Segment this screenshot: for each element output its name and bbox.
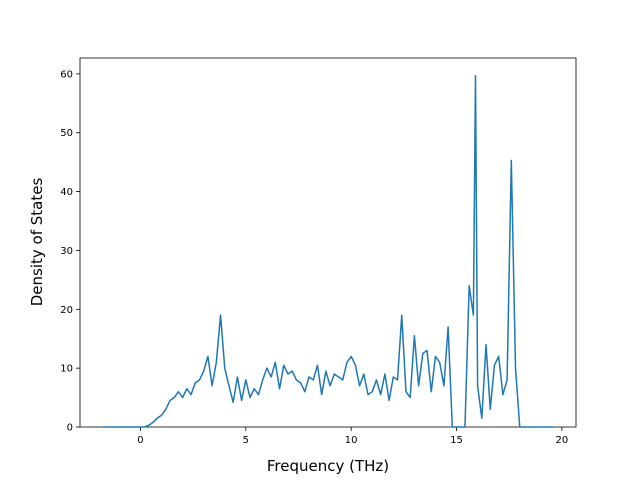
x-tick-label: 0 (137, 435, 143, 446)
y-tick-label: 30 (60, 246, 73, 257)
data-line (102, 74, 554, 428)
y-axis-label: Density of States (28, 178, 46, 307)
y-tick-label: 50 (60, 128, 73, 139)
y-tick-label: 10 (60, 364, 73, 375)
x-tick-label: 10 (345, 435, 358, 446)
x-tick-label: 15 (450, 435, 463, 446)
y-tick-label: 40 (60, 187, 73, 198)
y-tick-label: 0 (67, 423, 73, 434)
y-tick-label: 20 (60, 305, 73, 316)
y-tick-label: 60 (60, 69, 73, 80)
x-tick-label: 5 (243, 435, 249, 446)
x-tick-label: 20 (556, 435, 569, 446)
plot-frame (79, 57, 577, 428)
x-axis-label: Frequency (THz) (267, 457, 389, 475)
